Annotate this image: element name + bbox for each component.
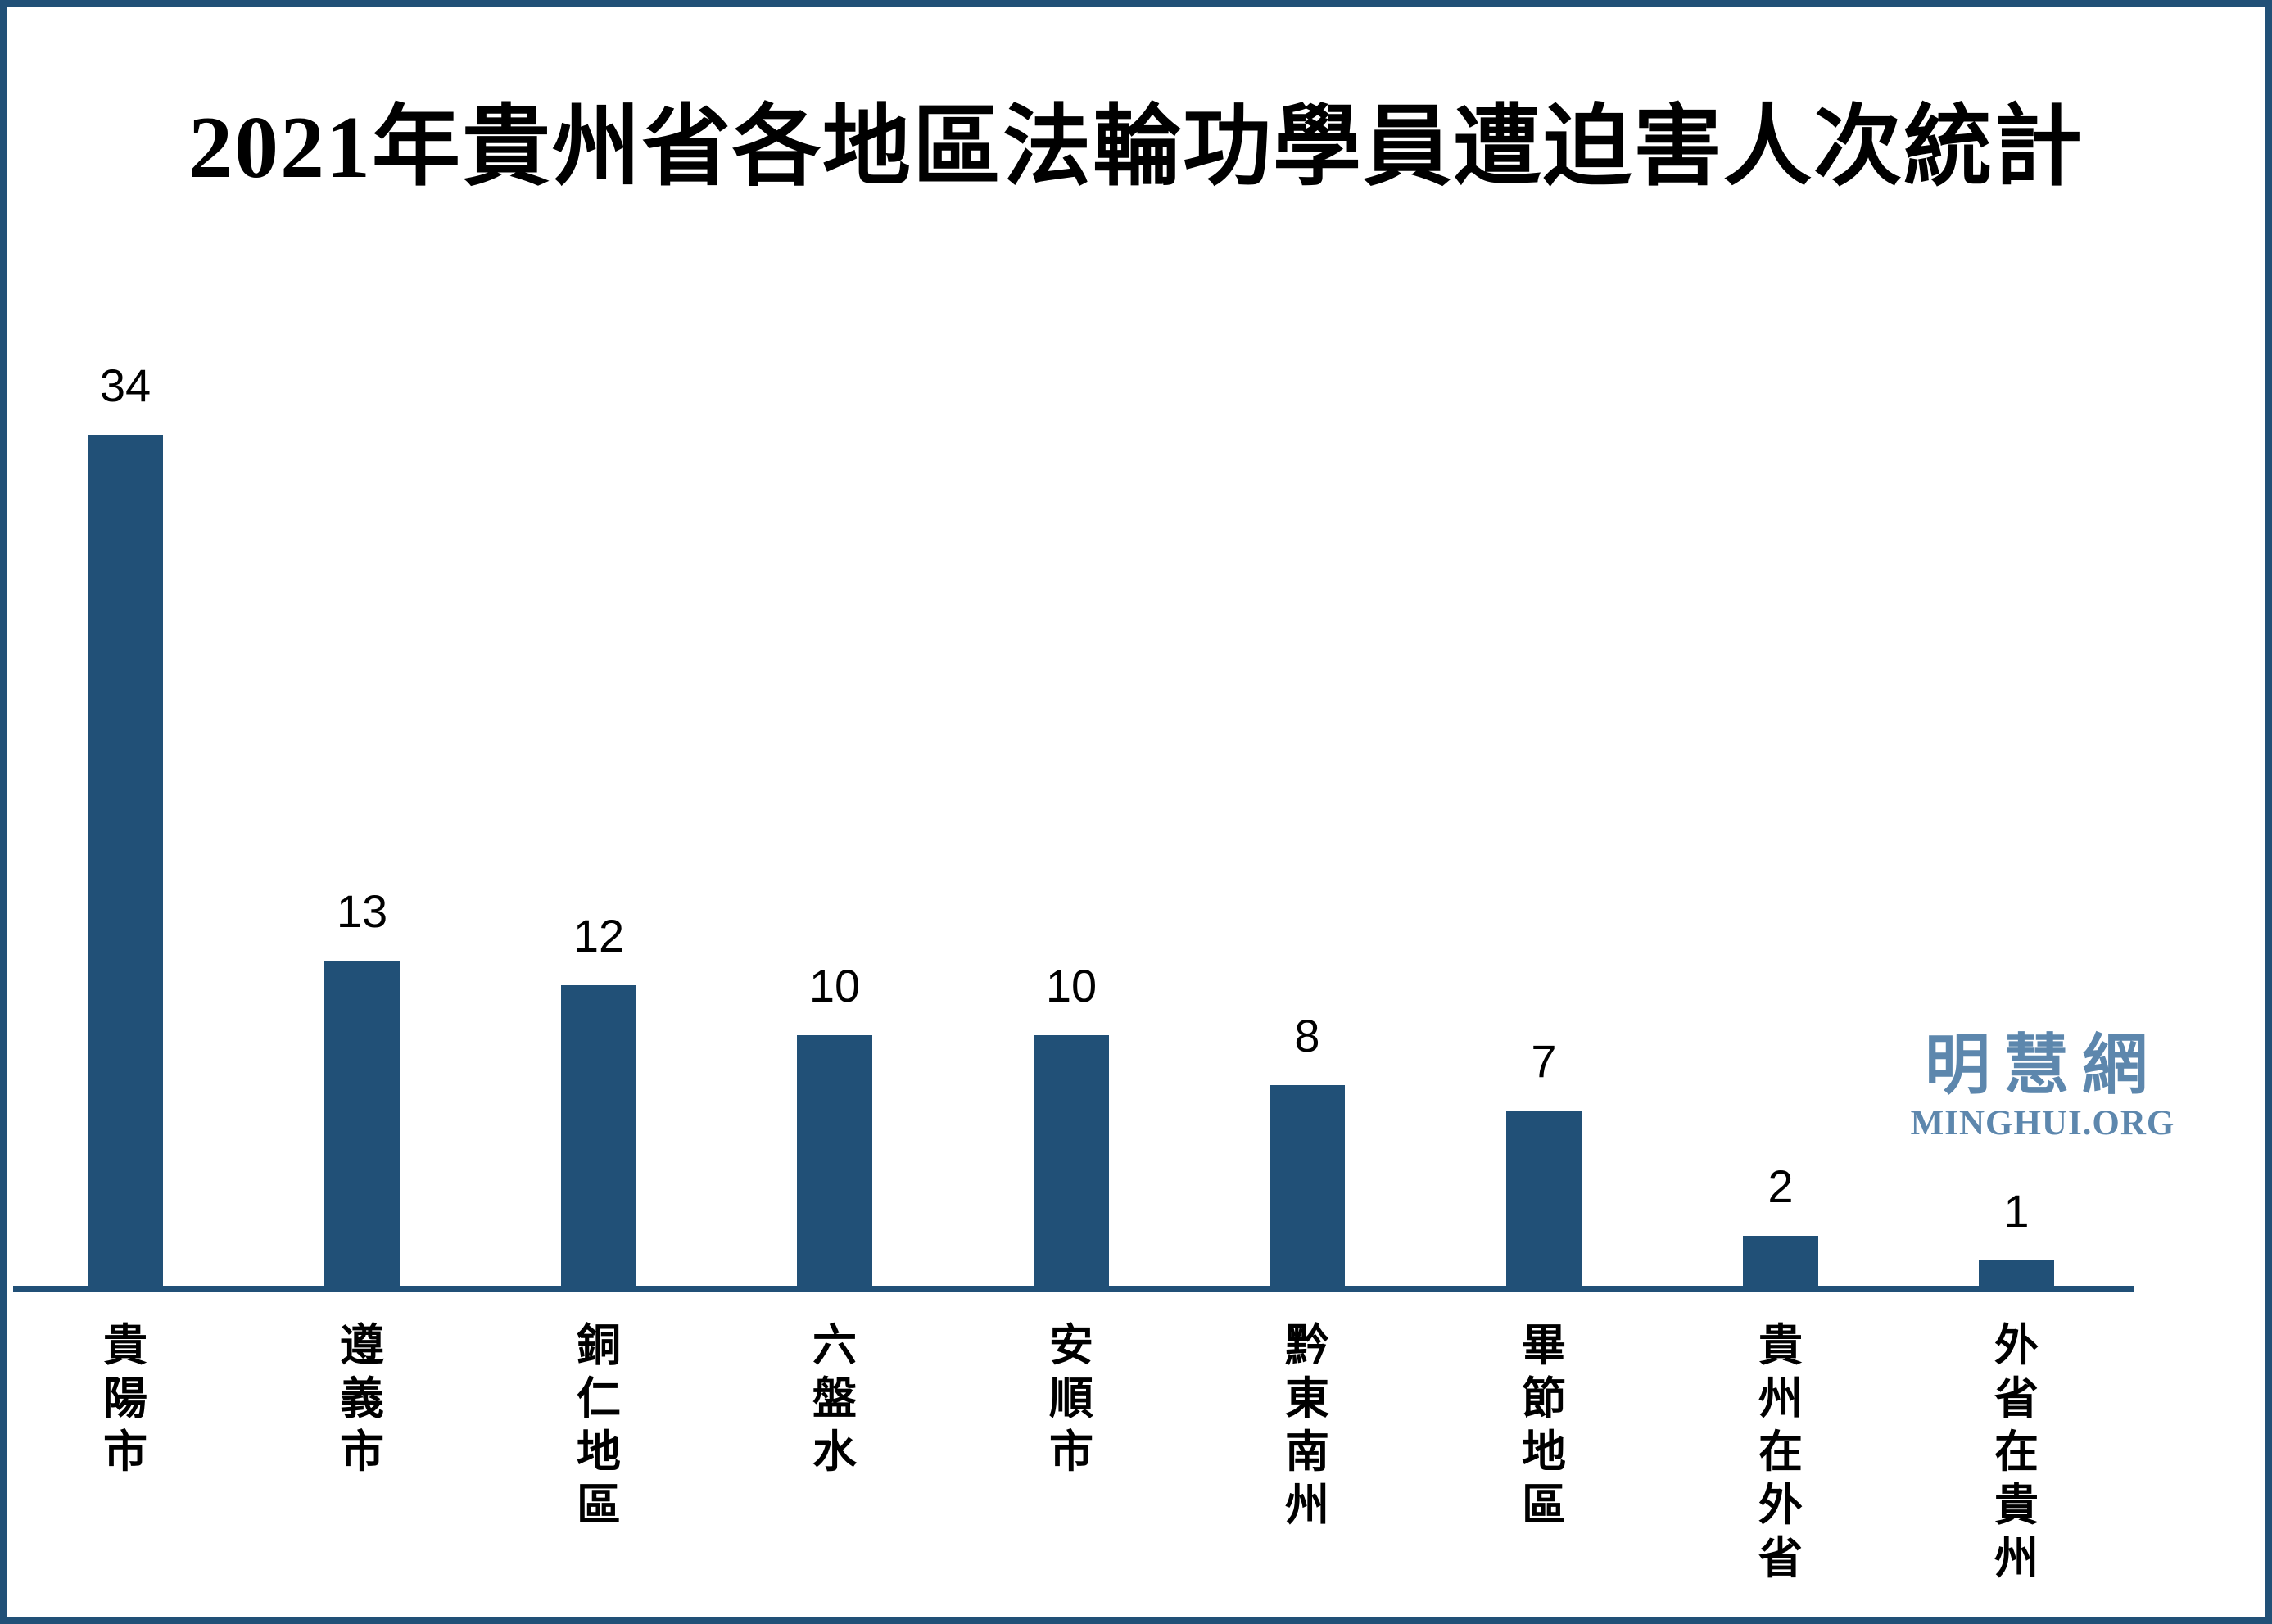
category-label: 黔東南州 <box>1285 1321 1329 1530</box>
bar <box>1743 1236 1818 1292</box>
bar-value-label: 7 <box>1531 1035 1557 1087</box>
category-label: 貴州在外省 <box>1758 1321 1803 1583</box>
x-axis-line <box>13 1286 2134 1292</box>
bar-value-label: 13 <box>336 885 388 937</box>
minghui-logo-latin: MINGHUI.ORG <box>1910 1104 2175 1142</box>
bar <box>1506 1111 1582 1292</box>
bar <box>561 985 636 1292</box>
bar-value-label: 12 <box>573 910 625 961</box>
bar-value-label: 8 <box>1294 1010 1320 1061</box>
category-label: 畢節地區 <box>1522 1321 1566 1530</box>
category-label: 安順市 <box>1049 1321 1093 1477</box>
category-label: 貴陽市 <box>103 1321 147 1477</box>
bar <box>1034 1035 1109 1292</box>
bar-value-label: 1 <box>2003 1185 2030 1237</box>
minghui-logo-cjk: 明慧網 <box>1925 1030 2161 1102</box>
bar-value-label: 2 <box>1767 1160 1794 1212</box>
chart-title: 2021年貴州省各地區法輪功學員遭迫害人次統計 <box>188 99 2084 197</box>
bar-value-label: 10 <box>1045 960 1098 1011</box>
category-label: 外省在貴州 <box>1994 1321 2039 1583</box>
category-label: 六盤水 <box>812 1321 857 1477</box>
category-label: 銅仁地區 <box>577 1321 621 1530</box>
plot-area: 34 貴陽市 13 遵義市 12 銅仁地區 10 六盤水 10 安順市 8 黔東南州 7 畢節地區 2 貴州在… <box>7 7 2265 1617</box>
bar <box>797 1035 872 1292</box>
bar <box>324 961 400 1292</box>
bar <box>88 435 163 1292</box>
bar-value-label: 34 <box>99 360 152 411</box>
category-label: 遵義市 <box>340 1321 384 1477</box>
bar-value-label: 10 <box>808 960 861 1011</box>
bar <box>1270 1085 1345 1292</box>
minghui-logo: 明慧網 MINGHUI.ORG <box>1905 1029 2180 1143</box>
